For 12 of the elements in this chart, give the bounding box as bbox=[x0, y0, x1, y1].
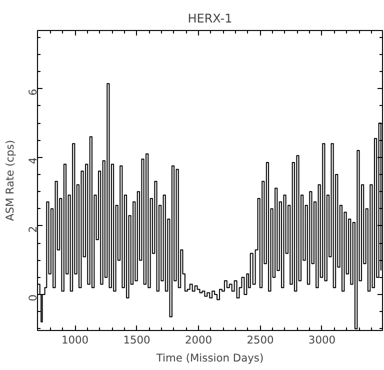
x-tick-label: 1500 bbox=[123, 334, 151, 346]
y-tick-label: 0 bbox=[26, 294, 40, 302]
chart-title: HERX-1 bbox=[188, 12, 232, 26]
x-tick-label: 2500 bbox=[246, 334, 274, 346]
y-tick-label: 6 bbox=[26, 88, 40, 96]
y-tick-label: 2 bbox=[26, 226, 40, 233]
x-axis-title: Time (Mission Days) bbox=[155, 352, 264, 364]
y-axis-title: ASM Rate (cps) bbox=[4, 140, 16, 221]
x-tick-label: 2000 bbox=[184, 334, 212, 346]
x-tick-label: 1000 bbox=[61, 334, 89, 346]
x-tick-label: 3000 bbox=[308, 334, 336, 346]
y-tick-label: 4 bbox=[26, 157, 40, 164]
